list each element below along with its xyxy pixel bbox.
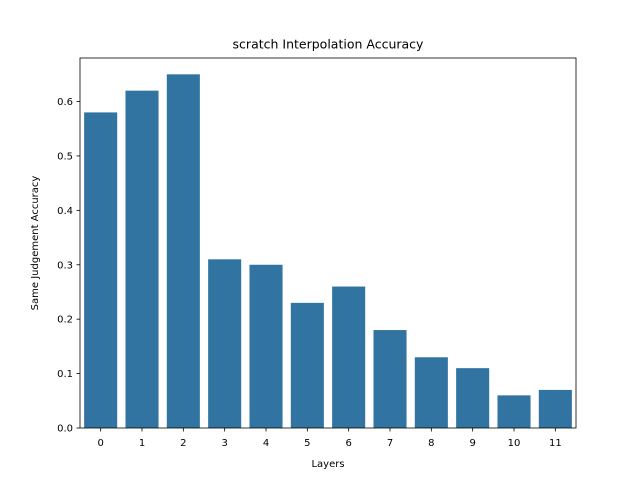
x-tick-label: 5 — [304, 438, 310, 449]
bar-layer-11 — [538, 389, 572, 428]
bar-layer-10 — [497, 395, 531, 428]
bar-layer-5 — [290, 302, 324, 428]
bar-layer-9 — [456, 368, 490, 428]
x-tick-label: 2 — [180, 438, 186, 449]
bar-layer-6 — [332, 286, 366, 428]
bars-group — [84, 74, 572, 429]
x-tick-label: 6 — [345, 438, 351, 449]
x-tick-label: 1 — [139, 438, 145, 449]
y-tick-label: 0.2 — [57, 315, 73, 326]
bar-layer-7 — [373, 330, 407, 428]
y-tick-label: 0.0 — [57, 424, 73, 435]
plot-frame — [79, 57, 577, 429]
x-tick-label: 9 — [469, 438, 475, 449]
x-tick-label: 4 — [263, 438, 269, 449]
y-axis: 0.0 0.1 0.2 0.3 0.4 0.5 0.6 — [57, 97, 80, 435]
bar-layer-1 — [125, 90, 159, 429]
bar-layer-0 — [84, 112, 118, 428]
x-axis: 0 1 2 3 4 5 6 7 8 9 10 11 — [97, 428, 562, 449]
x-tick-label: 3 — [221, 438, 227, 449]
bar-layer-2 — [166, 74, 200, 428]
x-tick-label: 7 — [387, 438, 393, 449]
y-axis-label: Same Judgement Accuracy — [30, 176, 41, 311]
bar-layer-4 — [249, 264, 283, 428]
y-tick-label: 0.6 — [57, 97, 73, 108]
x-tick-label: 11 — [549, 438, 562, 449]
y-tick-label: 0.5 — [57, 151, 73, 162]
y-tick-label: 0.3 — [57, 260, 73, 271]
x-axis-label: Layers — [311, 459, 344, 470]
chart-title: scratch Interpolation Accuracy — [233, 37, 424, 52]
x-tick-label: 0 — [97, 438, 103, 449]
x-tick-label: 10 — [508, 438, 521, 449]
y-tick-label: 0.4 — [57, 206, 73, 217]
y-tick-label: 0.1 — [57, 369, 73, 380]
bar-layer-8 — [414, 357, 448, 428]
bar-layer-3 — [208, 259, 242, 428]
x-tick-label: 8 — [428, 438, 434, 449]
